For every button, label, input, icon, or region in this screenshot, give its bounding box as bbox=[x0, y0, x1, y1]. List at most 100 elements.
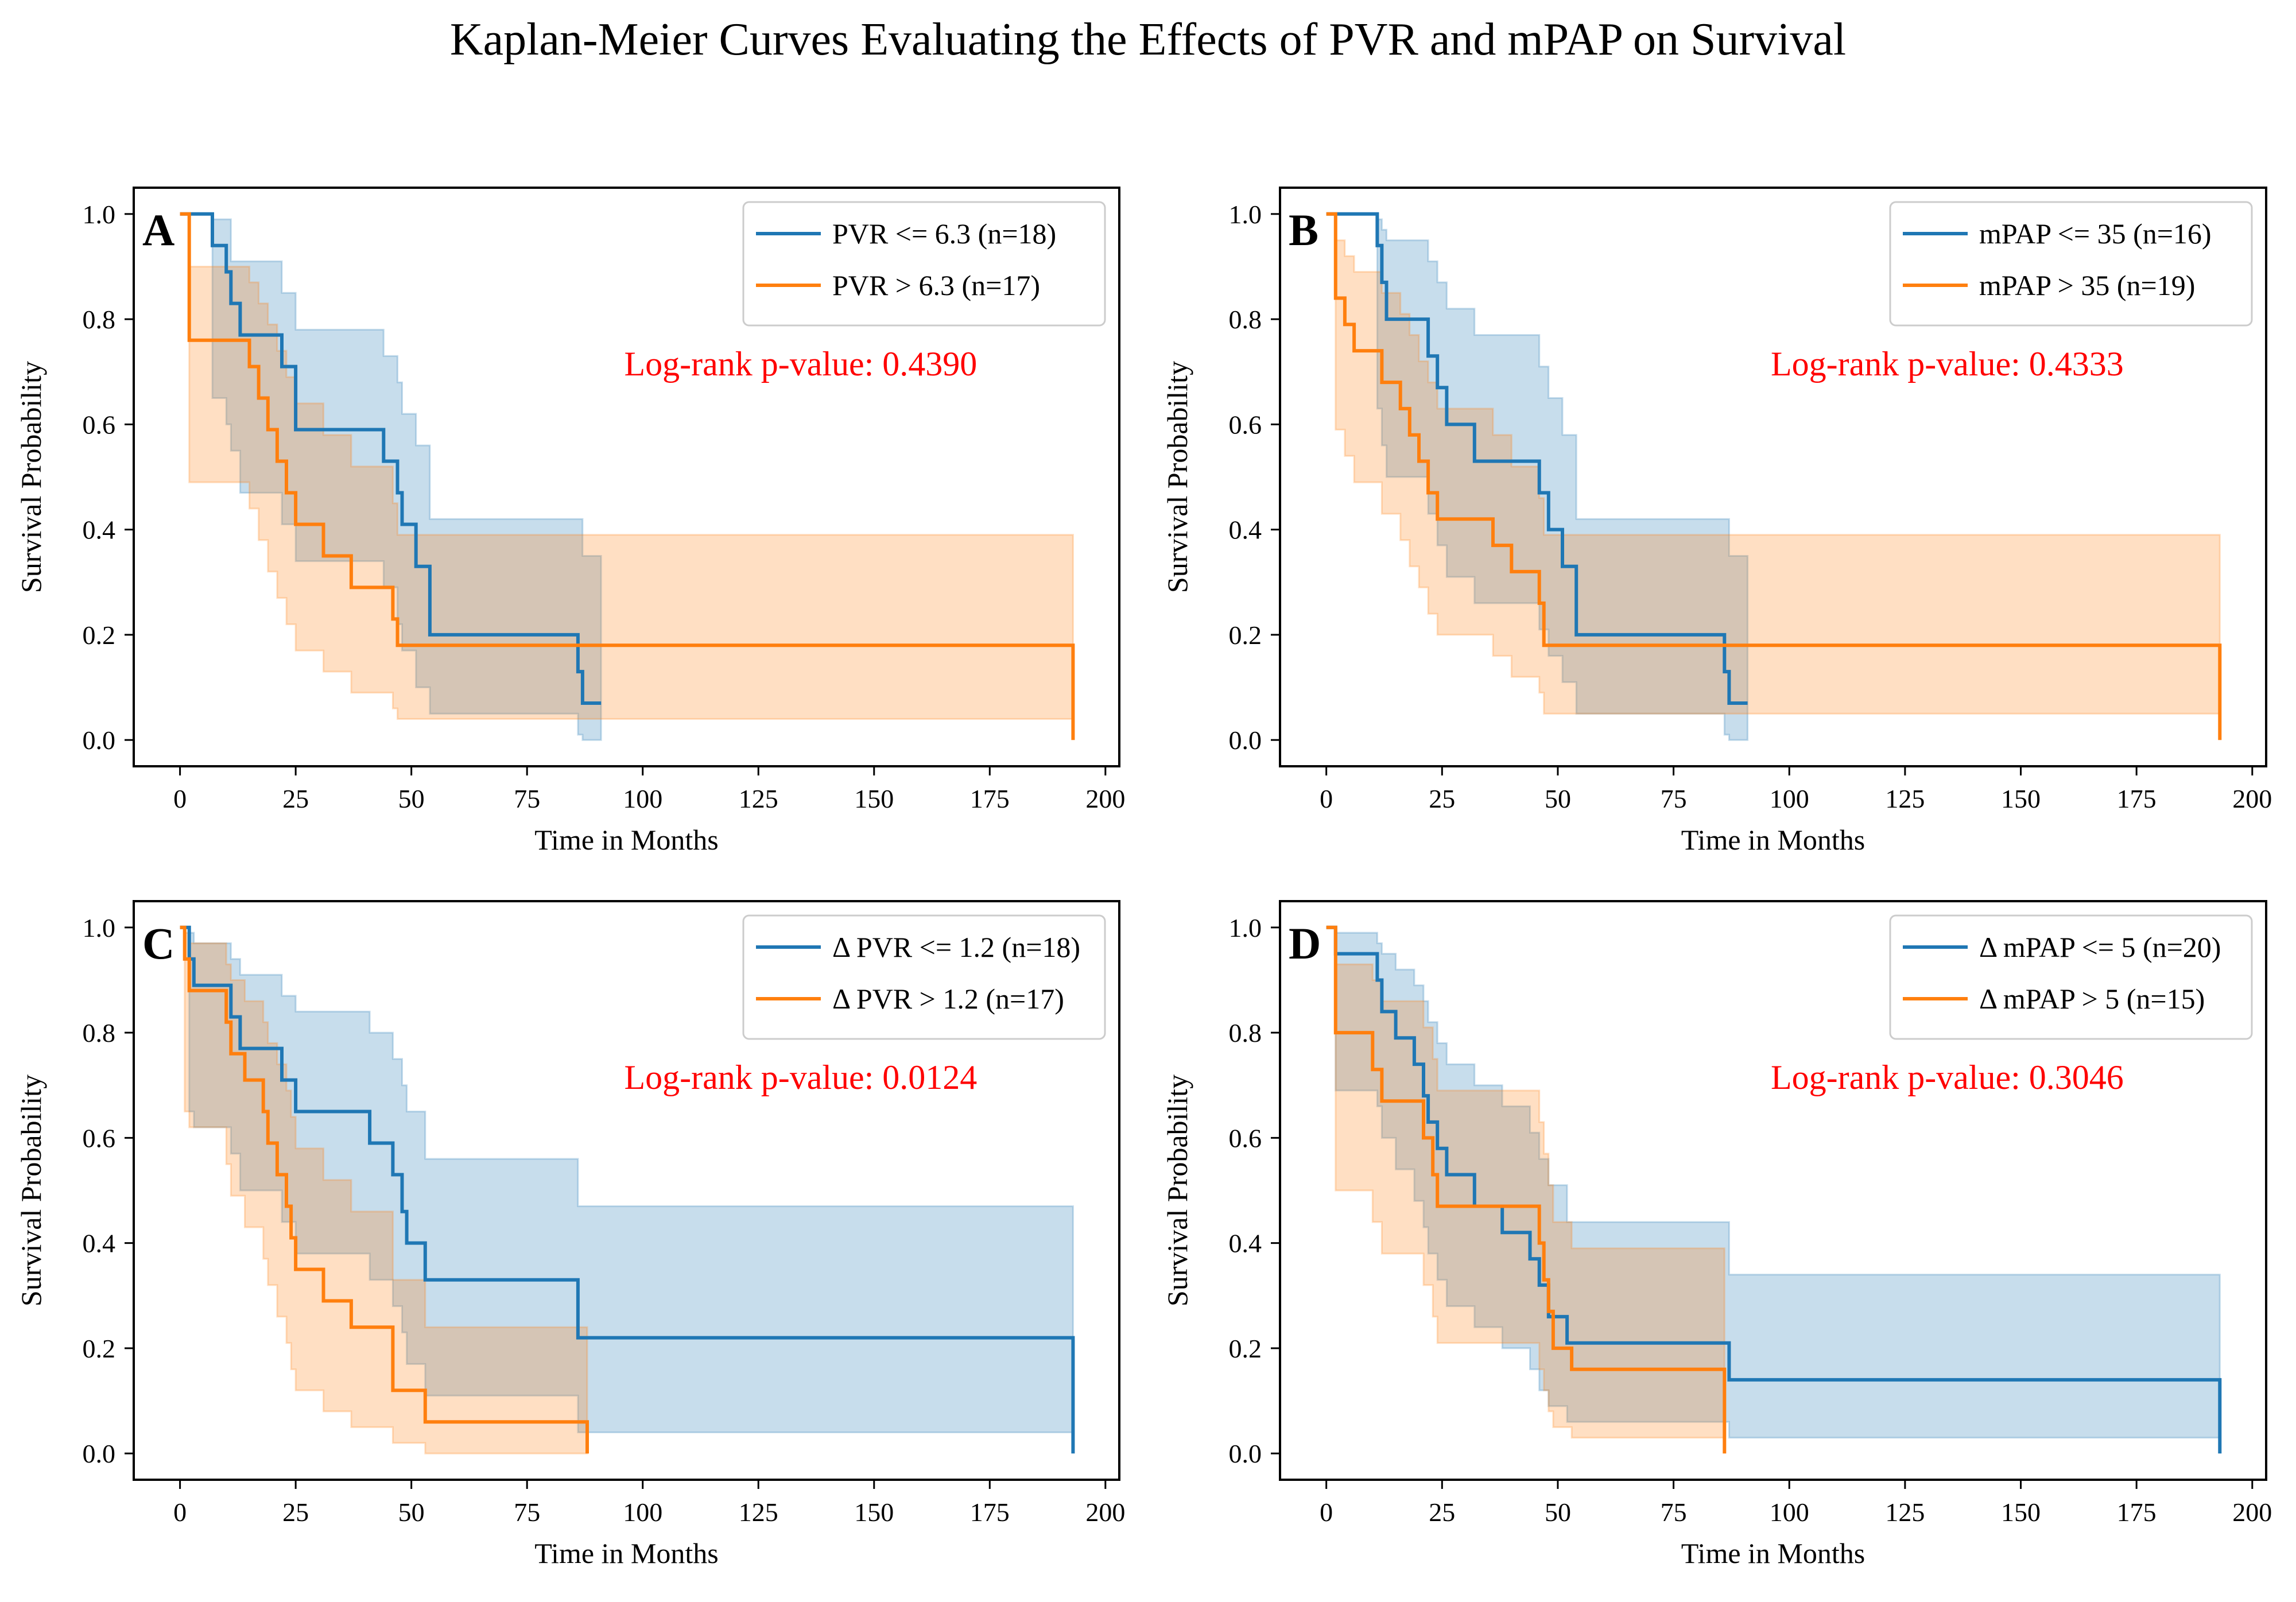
y-tick-label: 1.0 bbox=[1229, 200, 1262, 229]
legend-box bbox=[742, 914, 1106, 1040]
x-tick-label: 25 bbox=[1429, 1498, 1455, 1527]
x-tick-label: 0 bbox=[173, 1498, 187, 1527]
x-axis-label: Time in Months bbox=[534, 824, 718, 856]
y-tick-label: 1.0 bbox=[1229, 913, 1262, 942]
y-tick-label: 0.0 bbox=[1229, 726, 1262, 755]
x-tick-label: 50 bbox=[398, 784, 425, 813]
survival-line-1 bbox=[1326, 212, 1748, 705]
confidence-band-2 bbox=[180, 213, 1074, 720]
axes-frame bbox=[133, 900, 1120, 1481]
x-tick-label: 75 bbox=[514, 784, 540, 813]
x-tick-label: 175 bbox=[970, 784, 1010, 813]
y-axis-label: Survival Probability bbox=[15, 1075, 47, 1306]
legend-label: mPAP > 35 (n=19) bbox=[1979, 269, 2195, 301]
y-tick-label: 0.8 bbox=[83, 1018, 116, 1048]
x-tick-label: 100 bbox=[623, 1498, 662, 1527]
legend: Δ PVR <= 1.2 (n=18) Δ PVR > 1.2 (n=17) bbox=[742, 914, 1106, 1040]
confidence-band-2 bbox=[180, 926, 588, 1454]
y-tick-label: 0.0 bbox=[1229, 1439, 1262, 1468]
legend-box bbox=[1889, 914, 2253, 1040]
x-tick-label: 50 bbox=[1545, 784, 1571, 813]
confidence-band-2 bbox=[1326, 213, 2221, 715]
survival-line-2 bbox=[1326, 212, 2222, 740]
x-axis-label: Time in Months bbox=[1681, 824, 1865, 856]
x-tick-label: 75 bbox=[1661, 784, 1687, 813]
log-rank-p-value: Log-rank p-value: 0.3046 bbox=[1771, 1058, 2124, 1096]
x-axis-label: Time in Months bbox=[534, 1537, 718, 1569]
y-tick-label: 0.2 bbox=[1229, 1334, 1262, 1363]
y-tick-label: 0.8 bbox=[83, 305, 116, 334]
panel-letter: A bbox=[142, 205, 174, 255]
confidence-band-1 bbox=[180, 213, 602, 741]
figure-title: Kaplan-Meier Curves Evaluating the Effec… bbox=[450, 14, 1846, 65]
x-tick-label: 0 bbox=[1320, 784, 1333, 813]
x-tick-label: 75 bbox=[514, 1498, 540, 1527]
axes-frame bbox=[133, 187, 1120, 767]
plot-area bbox=[1326, 212, 2222, 741]
y-tick-label: 1.0 bbox=[83, 200, 116, 229]
y-tick-label: 0.4 bbox=[1229, 1229, 1262, 1258]
y-axis-label: Survival Probability bbox=[1161, 361, 1193, 593]
x-tick-label: 25 bbox=[1429, 784, 1455, 813]
log-rank-p-value: Log-rank p-value: 0.0124 bbox=[624, 1058, 977, 1096]
x-axis-label: Time in Months bbox=[1681, 1537, 1865, 1569]
x-tick-label: 150 bbox=[854, 784, 894, 813]
y-tick-label: 0.6 bbox=[83, 410, 116, 439]
axes-frame bbox=[1279, 187, 2267, 767]
x-tick-label: 125 bbox=[1885, 784, 1925, 813]
y-tick-label: 0.4 bbox=[83, 515, 116, 545]
x-tick-label: 200 bbox=[2232, 1498, 2272, 1527]
legend-label: Δ mPAP <= 5 (n=20) bbox=[1979, 931, 2221, 963]
x-tick-label: 50 bbox=[1545, 1498, 1571, 1527]
legend-label: PVR > 6.3 (n=17) bbox=[832, 269, 1040, 301]
x-tick-label: 100 bbox=[623, 784, 662, 813]
x-tick-label: 175 bbox=[2117, 784, 2157, 813]
legend-label: Δ PVR > 1.2 (n=17) bbox=[832, 983, 1064, 1015]
x-tick-label: 200 bbox=[2232, 784, 2272, 813]
x-tick-label: 50 bbox=[398, 1498, 425, 1527]
x-tick-label: 125 bbox=[739, 784, 778, 813]
x-tick-label: 175 bbox=[2117, 1498, 2157, 1527]
km-panel-c: 0 25 50 75 100 125 150 175 200 0.0 0.2 0.4 0.6 0.8 1.0… bbox=[15, 900, 1125, 1569]
x-tick-label: 150 bbox=[2001, 784, 2041, 813]
legend-box bbox=[1889, 201, 2253, 327]
plot-area bbox=[180, 212, 1075, 741]
y-tick-label: 0.6 bbox=[1229, 1123, 1262, 1153]
km-panel-d: 0 25 50 75 100 125 150 175 200 0.0 0.2 0.4 0.6 0.8 1.0… bbox=[1161, 900, 2272, 1569]
x-tick-label: 200 bbox=[1085, 1498, 1125, 1527]
survival-line-2 bbox=[1326, 925, 1727, 1454]
panel-letter: C bbox=[142, 918, 174, 968]
y-tick-label: 1.0 bbox=[83, 913, 116, 942]
x-tick-label: 25 bbox=[282, 784, 309, 813]
x-tick-label: 150 bbox=[2001, 1498, 2041, 1527]
log-rank-p-value: Log-rank p-value: 0.4390 bbox=[624, 345, 977, 383]
survival-line-2 bbox=[180, 212, 1075, 740]
x-tick-label: 25 bbox=[282, 1498, 309, 1527]
legend: PVR <= 6.3 (n=18) PVR > 6.3 (n=17) bbox=[742, 201, 1106, 327]
x-tick-label: 0 bbox=[173, 784, 187, 813]
y-tick-label: 0.4 bbox=[1229, 515, 1262, 545]
plot-area bbox=[1326, 925, 2222, 1454]
survival-line-1 bbox=[180, 925, 1075, 1454]
y-tick-label: 0.6 bbox=[1229, 410, 1262, 439]
y-tick-label: 0.2 bbox=[83, 620, 116, 650]
x-tick-label: 0 bbox=[1320, 1498, 1333, 1527]
x-tick-label: 175 bbox=[970, 1498, 1010, 1527]
legend-label: mPAP <= 35 (n=16) bbox=[1979, 218, 2212, 250]
y-axis-label: Survival Probability bbox=[15, 361, 47, 593]
legend-label: Δ PVR <= 1.2 (n=18) bbox=[832, 931, 1080, 963]
x-tick-label: 100 bbox=[1770, 784, 1809, 813]
x-tick-label: 150 bbox=[854, 1498, 894, 1527]
plot-area bbox=[180, 925, 1075, 1454]
legend-label: PVR <= 6.3 (n=18) bbox=[832, 218, 1056, 250]
y-tick-label: 0.2 bbox=[83, 1334, 116, 1363]
km-panel-a: 0 25 50 75 100 125 150 175 200 0.0 0.2 0.4 0.6 0.8 1.0… bbox=[15, 187, 1125, 856]
y-tick-label: 0.2 bbox=[1229, 620, 1262, 650]
x-tick-label: 100 bbox=[1770, 1498, 1809, 1527]
axes-frame bbox=[1279, 900, 2267, 1481]
log-rank-p-value: Log-rank p-value: 0.4333 bbox=[1771, 345, 2124, 383]
km-panel-b: 0 25 50 75 100 125 150 175 200 0.0 0.2 0.4 0.6 0.8 1.0… bbox=[1161, 187, 2272, 856]
panel-letter: B bbox=[1289, 205, 1318, 255]
survival-line-1 bbox=[180, 212, 602, 705]
